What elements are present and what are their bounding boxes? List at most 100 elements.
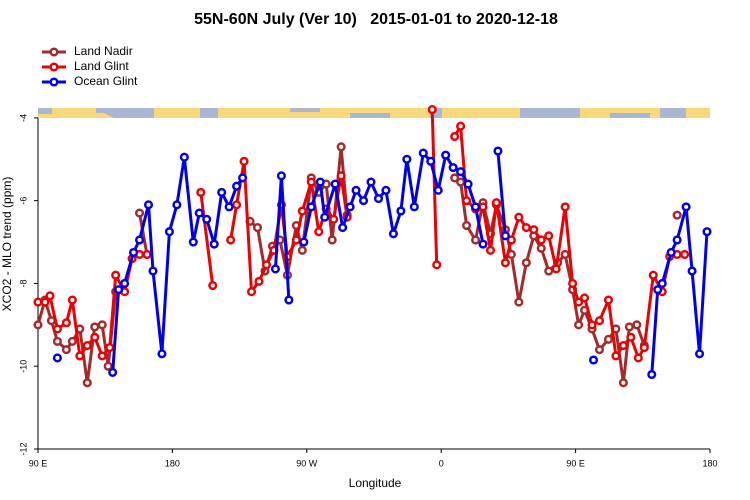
data-point <box>134 235 145 245</box>
data-point <box>485 245 496 255</box>
y-tick-label: -10 <box>18 360 28 373</box>
data-point <box>448 162 458 173</box>
data-point <box>239 156 249 166</box>
data-point <box>402 154 412 164</box>
x-tick-label: 180 <box>702 458 717 468</box>
data-point <box>114 285 124 295</box>
data-point <box>284 295 294 305</box>
data-point <box>208 280 218 291</box>
legend-marker <box>49 47 59 57</box>
data-point <box>536 243 546 253</box>
data-point <box>224 202 234 212</box>
data-point <box>143 200 154 210</box>
y-tick-label: -6 <box>18 197 28 205</box>
data-point <box>672 210 682 220</box>
data-point <box>67 295 77 305</box>
data-point <box>209 239 219 249</box>
data-point <box>297 245 307 255</box>
data-point <box>351 185 361 195</box>
data-point <box>672 235 682 245</box>
data-point <box>33 320 43 330</box>
data-point <box>493 146 503 156</box>
data-point <box>148 266 158 276</box>
data-point <box>254 276 264 286</box>
y-axis-label: XCO2 - MLO trend (ppm) <box>0 177 14 312</box>
data-point <box>626 332 636 342</box>
data-point <box>618 340 628 351</box>
data-point <box>478 202 488 212</box>
data-point <box>129 247 139 257</box>
data-point <box>463 179 473 189</box>
data-point <box>529 225 539 235</box>
data-point <box>226 235 236 245</box>
data-point <box>97 351 107 361</box>
data-point <box>52 336 62 346</box>
data-point <box>291 235 301 245</box>
data-point <box>261 260 272 270</box>
data-point <box>103 361 113 371</box>
data-point <box>560 202 570 212</box>
data-point <box>450 131 460 142</box>
data-point <box>82 340 92 351</box>
data-point <box>97 320 107 330</box>
data-point <box>588 355 599 365</box>
data-point <box>560 249 570 260</box>
x-axis-label: Longitude <box>349 476 402 490</box>
data-point <box>450 173 460 183</box>
data-point <box>648 270 658 280</box>
data-point <box>551 264 561 274</box>
data-point <box>299 237 309 247</box>
data-point <box>418 148 428 158</box>
data-point <box>142 249 152 260</box>
data-point <box>544 231 554 241</box>
data-point <box>514 297 524 307</box>
x-tick-label: 90 E <box>566 458 585 468</box>
data-point <box>587 320 597 330</box>
data-point <box>409 202 419 212</box>
data-point <box>297 206 307 216</box>
data-point <box>441 150 451 160</box>
data-point <box>336 171 346 181</box>
data-point <box>544 266 554 276</box>
data-point <box>120 278 130 288</box>
data-point <box>52 353 62 363</box>
data-point <box>336 142 346 152</box>
data-point <box>594 316 605 326</box>
data-point <box>666 247 676 257</box>
data-point <box>680 249 690 260</box>
x-tick-label: 180 <box>165 458 180 468</box>
data-point <box>500 258 510 268</box>
data-point <box>246 287 257 297</box>
data-point <box>687 266 697 276</box>
data-point <box>306 177 316 187</box>
data-point <box>633 353 643 363</box>
data-point <box>330 179 340 189</box>
data-point <box>108 367 118 377</box>
map-strip <box>38 108 710 118</box>
y-tick-label: -8 <box>18 279 28 287</box>
data-point <box>157 349 167 359</box>
data-point <box>338 223 348 233</box>
data-point <box>40 297 50 307</box>
x-tick-label: 0 <box>439 458 444 468</box>
data-point <box>45 291 55 301</box>
data-point <box>470 235 481 245</box>
data-point <box>90 322 100 332</box>
data-point <box>456 121 466 131</box>
data-point <box>217 187 227 197</box>
data-point <box>314 227 324 237</box>
data-point <box>111 270 121 280</box>
data-point <box>681 202 691 212</box>
data-point <box>500 231 510 241</box>
data-point <box>462 196 472 206</box>
data-point <box>33 297 43 307</box>
data-point <box>536 235 546 245</box>
data-point <box>432 260 442 270</box>
data-point <box>345 202 355 212</box>
data-point <box>358 196 369 206</box>
data-point <box>470 202 481 212</box>
data-point <box>329 214 339 224</box>
x-tick-label: 90 W <box>296 458 318 468</box>
